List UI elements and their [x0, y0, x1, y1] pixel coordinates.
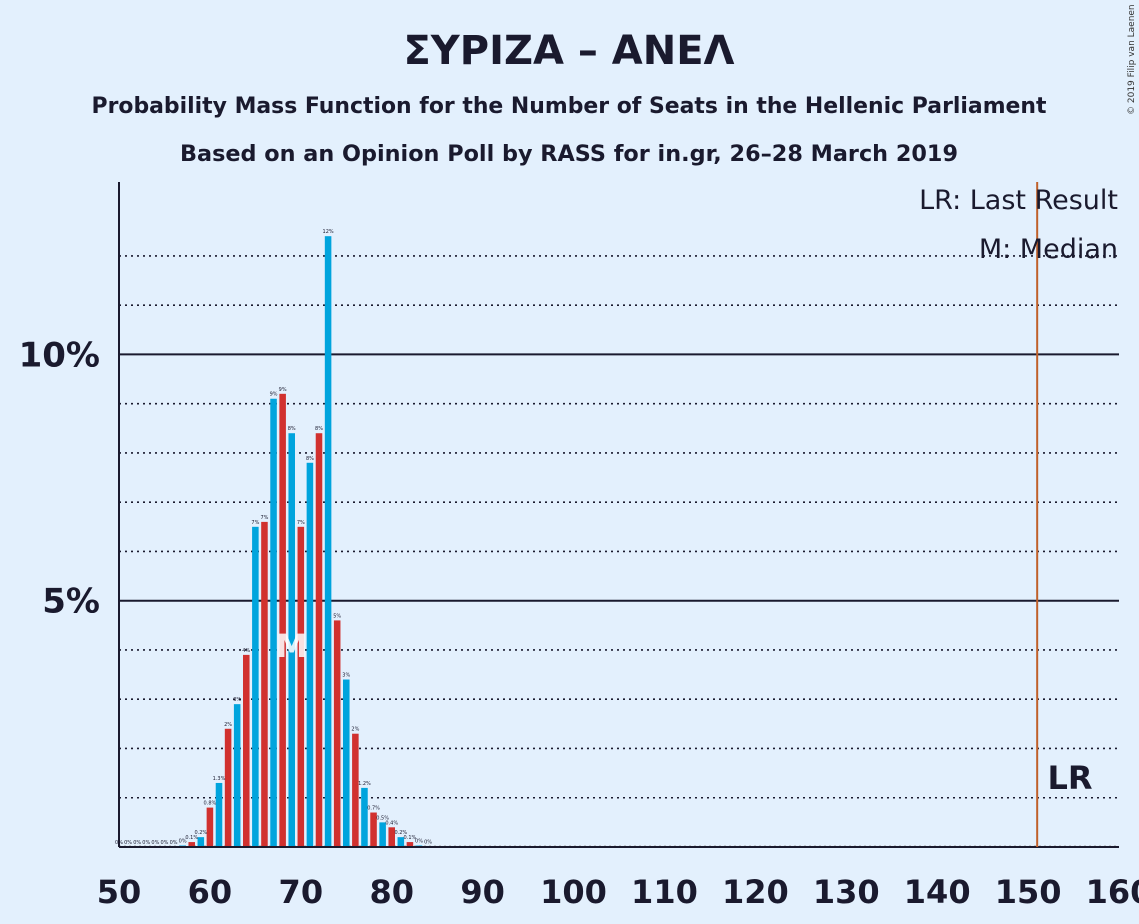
bar-value-label: 2%: [351, 727, 359, 733]
bar-value-label: 0%: [424, 840, 432, 846]
bar-value-label: 0.1%: [185, 835, 198, 841]
bar: [243, 654, 250, 847]
axes: 5% 10% 50 60 70 80 90 100 110 120 130 140 150 160: [19, 182, 1139, 911]
bar-value-label: 1.2%: [358, 781, 371, 787]
bar-value-label: 3%: [233, 697, 241, 703]
bar: [379, 822, 386, 847]
bar: [397, 837, 405, 847]
bar-value-label: 4%: [242, 648, 250, 654]
bar: [279, 393, 286, 847]
bar-value-label: 0%: [160, 840, 168, 846]
bar: [324, 236, 332, 847]
bar: [270, 398, 277, 847]
bar-value-label: 12%: [323, 229, 334, 235]
bar-value-label: 5%: [333, 613, 341, 619]
bar-value-label: 0%: [142, 840, 150, 846]
x-tick-label: 160: [1086, 873, 1139, 911]
bar: [252, 526, 259, 847]
bar: [224, 728, 232, 847]
bar-value-label: 0.7%: [367, 806, 380, 812]
bar-value-label: 0%: [124, 840, 132, 846]
bar-value-label: 8%: [288, 426, 296, 432]
bar: [370, 812, 377, 847]
x-tick-label: 110: [631, 873, 698, 911]
bar-value-label: 0%: [179, 839, 187, 845]
gridlines: [119, 255, 1119, 847]
bar-value-label: 7%: [260, 515, 268, 521]
bar: [315, 433, 323, 847]
bar-value-label: 0.1%: [404, 835, 417, 841]
median-marker: M: [276, 627, 308, 665]
bar-value-label: 9%: [279, 387, 287, 393]
bar-value-labels: 0%0%0%0%0%0%0%0%0.1%0.2%0.8%1.3%2%3%4%7%…: [115, 229, 432, 846]
x-tick-label: 100: [540, 873, 607, 911]
bar-value-label: 8%: [315, 426, 323, 432]
bar: [343, 679, 350, 847]
legend-median: M: Median: [979, 234, 1118, 265]
bar: [261, 521, 268, 847]
bar: [388, 827, 395, 847]
x-tick-label: 150: [995, 873, 1062, 911]
copyright-note: © 2019 Filip van Laenen: [1127, 4, 1137, 115]
chart-title: ΣΥΡΙΖΑ – ΑΝΕΛ: [403, 28, 734, 74]
bar-value-label: 0.5%: [376, 815, 389, 821]
bar: [188, 842, 195, 847]
bar-value-label: 0%: [415, 839, 423, 845]
legend-last-result: LR: Last Result: [919, 185, 1118, 216]
x-tick-label: 80: [369, 873, 414, 911]
bar-value-label: 8%: [306, 456, 314, 462]
bar-value-label: 0.4%: [385, 820, 398, 826]
bar-value-label: 0%: [133, 840, 141, 846]
bar: [352, 733, 359, 847]
bar-value-label: 7%: [251, 520, 259, 526]
bar-value-label: 0.8%: [204, 801, 217, 807]
x-tick-label: 90: [460, 873, 505, 911]
y-tick-label: 5%: [42, 582, 100, 622]
bar: [406, 842, 414, 847]
bars: [179, 236, 423, 847]
bar-value-label: 0%: [170, 840, 178, 846]
bar-value-label: 0%: [151, 840, 159, 846]
x-tick-label: 120: [722, 873, 789, 911]
bar: [288, 433, 295, 847]
x-tick-label: 50: [97, 873, 142, 911]
x-tick-label: 130: [813, 873, 880, 911]
bar: [215, 782, 223, 847]
x-tick-label: 70: [279, 873, 324, 911]
bar-value-label: 0.2%: [194, 830, 207, 836]
bar-value-label: 1.3%: [213, 776, 226, 782]
bar-value-label: 9%: [270, 392, 278, 398]
x-tick-label: 140: [904, 873, 971, 911]
bar: [233, 704, 241, 847]
y-tick-label: 10%: [19, 335, 100, 375]
bar: [306, 462, 314, 847]
bar: [206, 807, 214, 847]
x-tick-label: 60: [188, 873, 233, 911]
bar: [361, 787, 368, 847]
chart-subtitle-1: Probability Mass Function for the Number…: [92, 94, 1047, 119]
bar-value-label: 7%: [297, 520, 305, 526]
bar-value-label: 0.2%: [394, 830, 407, 836]
bar: [333, 620, 341, 847]
bar-value-label: 2%: [224, 722, 232, 728]
markers: LR M: [276, 182, 1093, 847]
bar-value-label: 3%: [342, 673, 350, 679]
chart-subtitle-2: Based on an Opinion Poll by RASS for in.…: [180, 142, 958, 167]
last-result-label: LR: [1047, 759, 1092, 797]
bar: [197, 837, 205, 847]
bar: [297, 526, 305, 847]
